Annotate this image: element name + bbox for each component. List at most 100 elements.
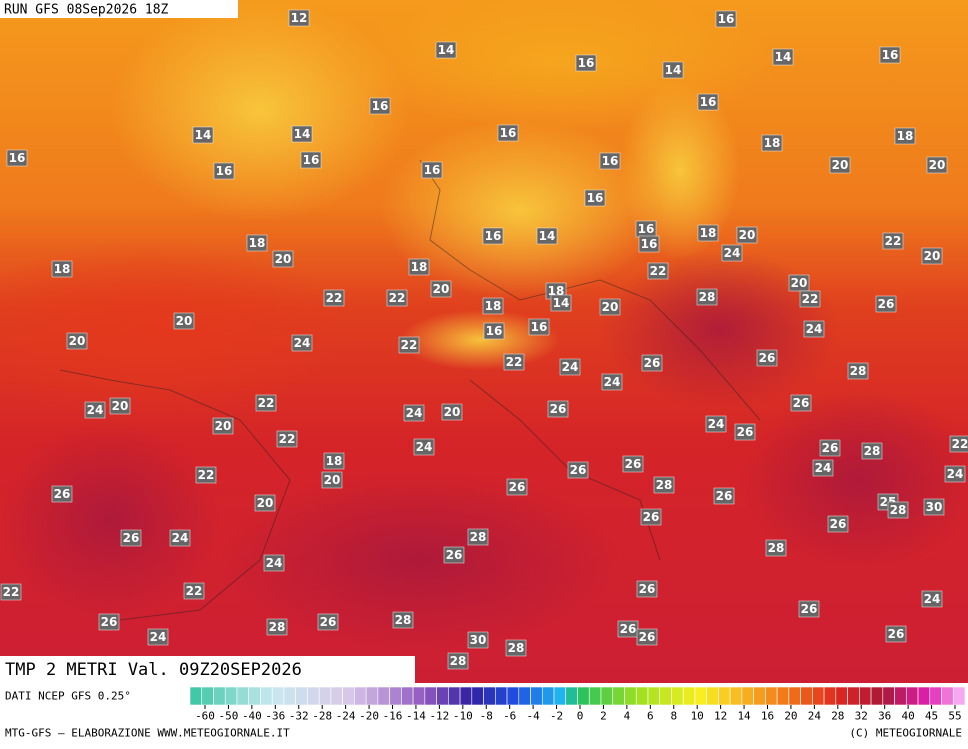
temperature-label: 26 — [878, 297, 895, 311]
label-box — [921, 590, 943, 608]
temperature-label: 16 — [216, 164, 233, 178]
label-box — [641, 354, 663, 372]
temperature-label: 26 — [737, 425, 754, 439]
label-box — [66, 332, 88, 350]
colorbar-cell — [894, 686, 907, 706]
colorbar-cell — [213, 686, 226, 706]
colorbar-tick-label: 20 — [784, 710, 797, 723]
temperature-label: 14 — [438, 43, 455, 57]
colorbar-cell — [459, 686, 473, 706]
colorbar-cell — [694, 686, 707, 706]
label-box — [734, 423, 756, 441]
colorbar-tick-label: 4 — [624, 710, 631, 723]
colorbar-tick-label: 24 — [808, 710, 822, 723]
label-box — [386, 289, 408, 307]
label-box — [398, 336, 420, 354]
temperature-label: 20 — [69, 334, 86, 348]
temperature-label: 14 — [539, 229, 556, 243]
label-box — [536, 227, 558, 245]
run-info: RUN GFS 08Sep2026 18Z — [4, 3, 169, 18]
label-box — [323, 289, 345, 307]
label-box — [567, 461, 589, 479]
label-box — [183, 582, 205, 600]
temperature-label: 24 — [604, 375, 621, 389]
label-box — [503, 353, 525, 371]
label-box — [109, 397, 131, 415]
temperature-label: 16 — [372, 99, 389, 113]
colorbar-cell — [952, 686, 966, 706]
temperature-label: 20 — [112, 399, 129, 413]
temperature-label: 16 — [578, 56, 595, 70]
colorbar-tick-label: -28 — [312, 710, 332, 723]
temperature-label: 14 — [195, 128, 212, 142]
temperature-label: 24 — [87, 403, 104, 417]
label-box — [147, 628, 169, 646]
temperature-label: 22 — [952, 437, 968, 451]
temperature-label: 22 — [258, 396, 275, 410]
label-box — [482, 297, 504, 315]
label-box — [98, 613, 120, 631]
temperature-label: 20 — [444, 405, 461, 419]
temperature-label: 20 — [929, 158, 946, 172]
colorbar-tick-label: 28 — [831, 710, 844, 723]
temperature-label: 22 — [401, 338, 418, 352]
temperature-label: 26 — [446, 548, 463, 562]
colorbar-cell — [741, 686, 754, 706]
label-box — [291, 334, 313, 352]
temperature-label: 26 — [639, 582, 656, 596]
colorbar-tick-label: -36 — [265, 710, 285, 723]
colorbar-cell — [588, 686, 602, 706]
label-box — [291, 125, 313, 143]
colorbar-cell — [812, 686, 825, 706]
temperature-label: 20 — [176, 314, 193, 328]
temperature-label: 30 — [926, 500, 943, 514]
label-box — [505, 639, 527, 657]
label-box — [798, 600, 820, 618]
colorbar-cell — [260, 686, 273, 706]
label-box — [547, 400, 569, 418]
colorbar-cell — [706, 686, 719, 706]
label-box — [447, 652, 469, 670]
colorbar: -60 -50 -40 -36 -32 -28 -24 -20 -16 -14 -12 -10 -8 -6… — [189, 686, 966, 723]
colorbar-cell — [635, 686, 649, 706]
temperature-label: 26 — [643, 510, 660, 524]
temperature-label: 26 — [550, 402, 567, 416]
label-box — [288, 9, 310, 27]
label-box — [497, 124, 519, 142]
colorbar-cell — [565, 686, 578, 706]
label-box — [601, 373, 623, 391]
temperature-label: 22 — [389, 291, 406, 305]
label-box — [885, 625, 907, 643]
temperature-label: 22 — [885, 234, 902, 248]
colorbar-cell — [835, 686, 848, 706]
colorbar-cell — [248, 686, 261, 706]
colorbar-tick-label: 10 — [691, 710, 704, 723]
temperature-label: 24 — [924, 592, 941, 606]
temperature-label: 16 — [602, 154, 619, 168]
label-box — [246, 234, 268, 252]
temperature-label: 24 — [708, 417, 725, 431]
label-box — [923, 498, 945, 516]
temperature-label: 28 — [699, 290, 716, 304]
colorbar-tick-label: -16 — [383, 710, 403, 723]
label-box — [443, 546, 465, 564]
label-box — [272, 250, 294, 268]
label-box — [790, 394, 812, 412]
label-box — [192, 126, 214, 144]
label-box — [173, 312, 195, 330]
colorbar-cell — [365, 686, 379, 706]
colorbar-cell — [318, 686, 332, 706]
colorbar-tick-label: 45 — [925, 710, 938, 723]
temperature-label: 26 — [620, 622, 637, 636]
colorbar-tick-label: 12 — [714, 710, 727, 723]
temperature-label: 22 — [3, 585, 20, 599]
label-box — [599, 152, 621, 170]
temperature-label: 28 — [395, 613, 412, 627]
temperature-label: 20 — [324, 473, 341, 487]
label-box — [949, 435, 968, 453]
credit: MTG-GFS — ELABORAZIONE WWW.METEOGIORNALE… — [5, 727, 290, 740]
temperature-label: 14 — [553, 296, 570, 310]
temperature-label: 16 — [641, 237, 658, 251]
temperature-label: 26 — [793, 396, 810, 410]
